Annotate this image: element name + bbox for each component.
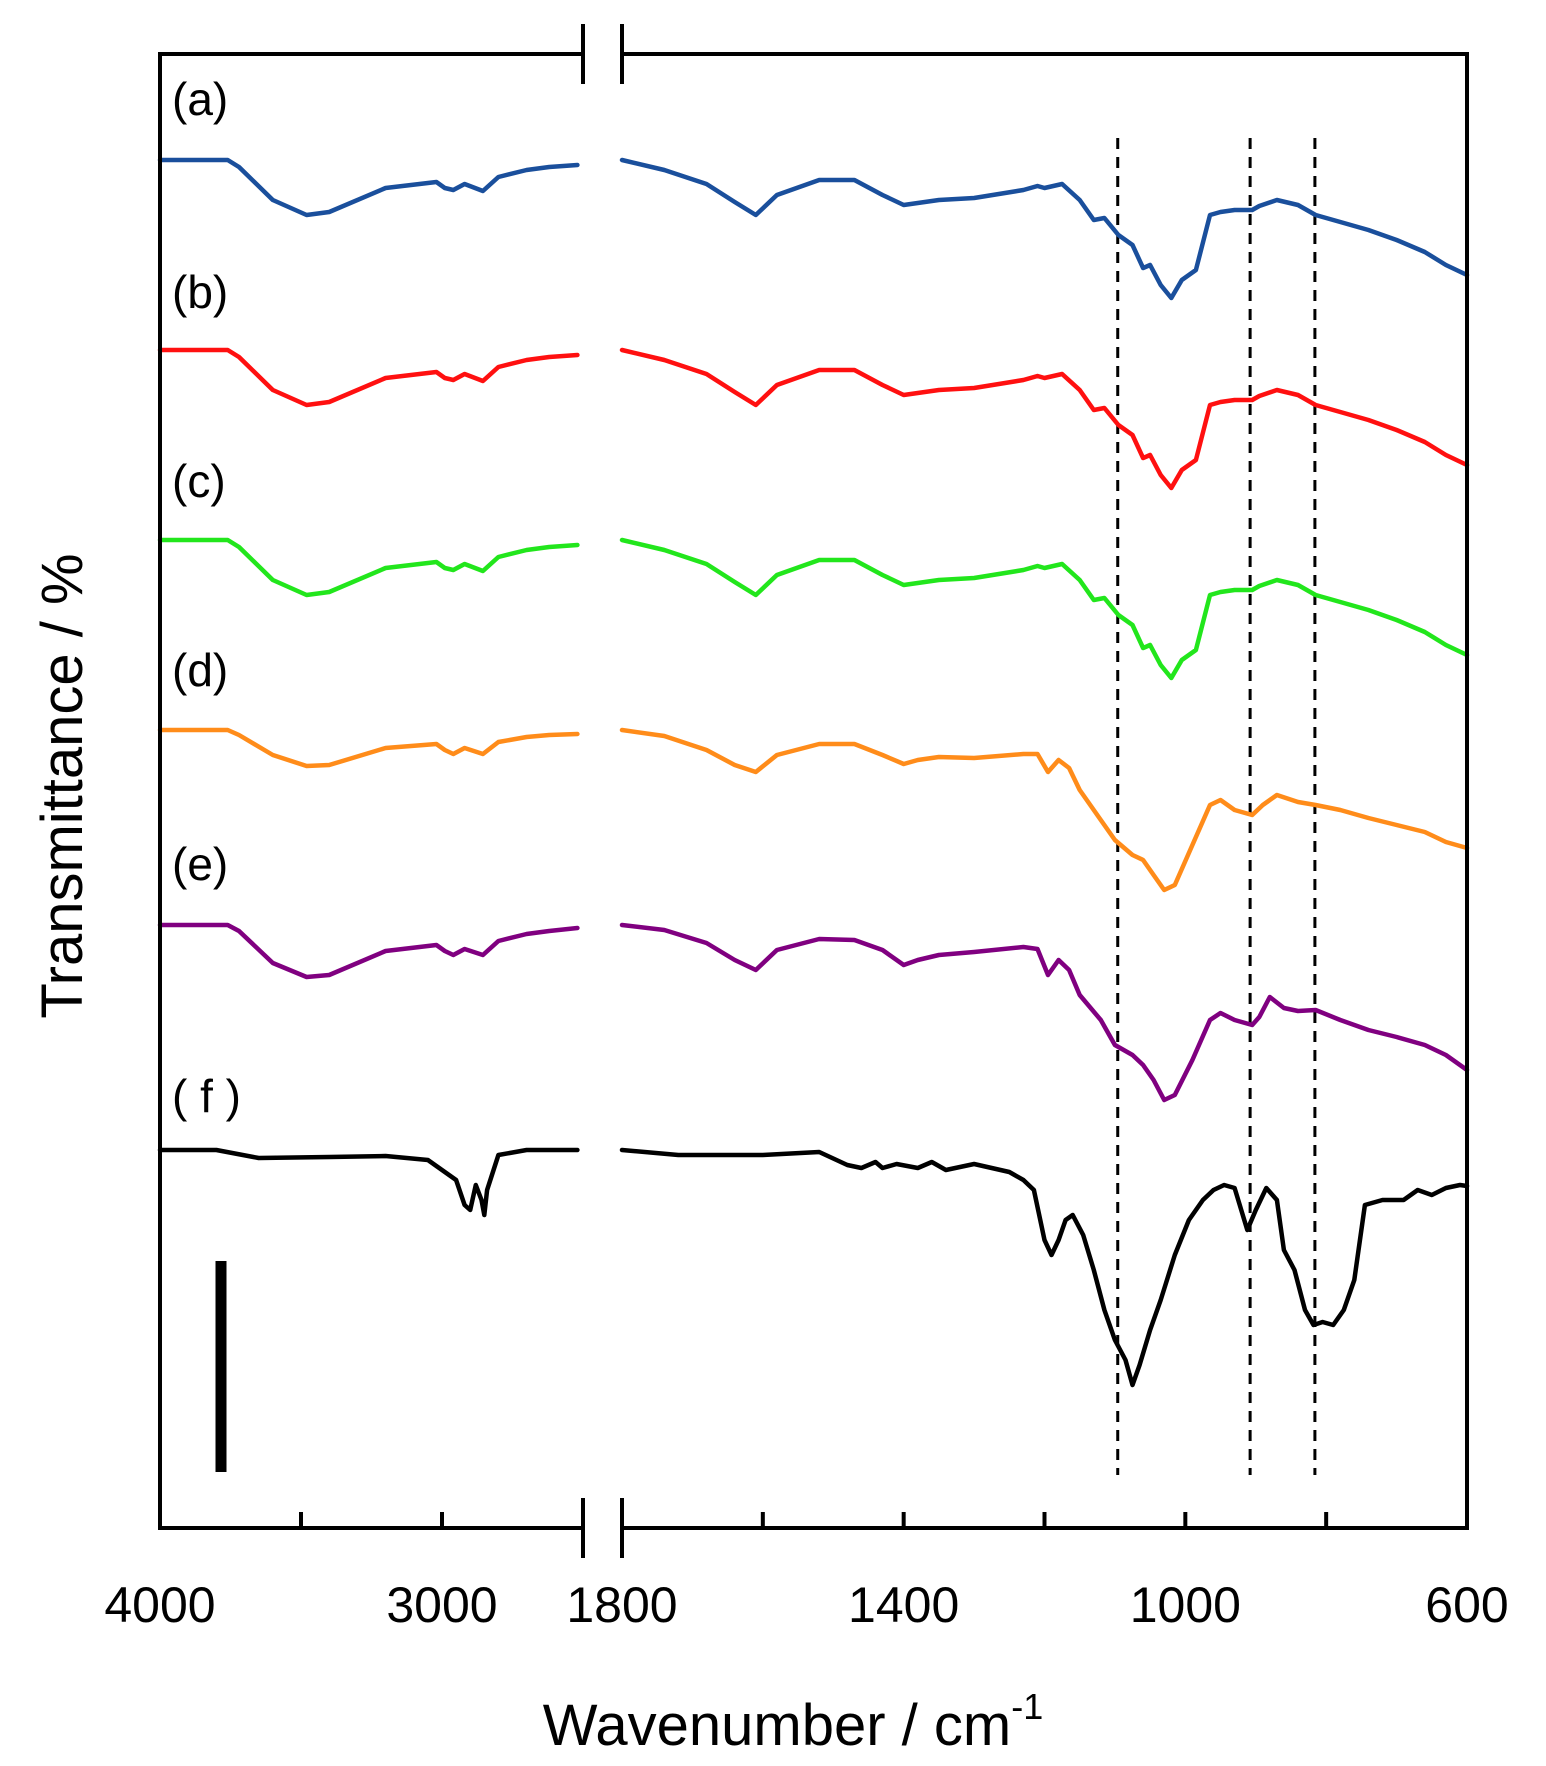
series-line-2-low: [619, 347, 1470, 491]
x-tick-label-1400: 1400: [848, 1577, 959, 1633]
series-group: (a) (b) (c) (d) (e) ( f ): [157, 73, 1470, 1388]
series-label-5: (e): [172, 838, 228, 890]
series-line-5-low: [619, 922, 1470, 1103]
series-label-6: ( f ): [172, 1070, 241, 1122]
series-label-1: (a): [172, 73, 228, 125]
series-line-2-high: [157, 347, 580, 408]
x-tick-label-1800: 1800: [566, 1577, 677, 1633]
series-label-3: (c): [172, 455, 226, 507]
series-line-1-low: [619, 157, 1470, 301]
series-line-3-low: [619, 537, 1470, 681]
x-axis-title: Wavenumber / cm-1: [543, 1686, 1043, 1758]
axis-ticks: 4000 3000 1800 1400 1000 600: [104, 1512, 1509, 1633]
x-tick-label-600: 600: [1425, 1577, 1508, 1633]
y-axis-title: Transmittance / %: [30, 553, 95, 1018]
series-line-6-low: [619, 1147, 1470, 1388]
series-line-5-high: [157, 922, 580, 980]
series-line-3-high: [157, 537, 580, 598]
series-line-4-low: [619, 727, 1470, 893]
series-line-1-high: [157, 157, 580, 218]
plot-frame: [158, 24, 1469, 1558]
series-label-4: (d): [172, 644, 228, 696]
x-tick-label-3000: 3000: [386, 1577, 497, 1633]
x-axis-title-text: Wavenumber / cm: [543, 1693, 1011, 1758]
series-label-2: (b): [172, 266, 228, 318]
reference-lines: [1116, 138, 1317, 1475]
x-axis-title-superscript: -1: [1011, 1686, 1043, 1727]
series-line-4-high: [157, 727, 580, 769]
series-line-6-high: [157, 1147, 580, 1218]
x-tick-label-1000: 1000: [1130, 1577, 1241, 1633]
x-tick-label-4000: 4000: [104, 1577, 215, 1633]
